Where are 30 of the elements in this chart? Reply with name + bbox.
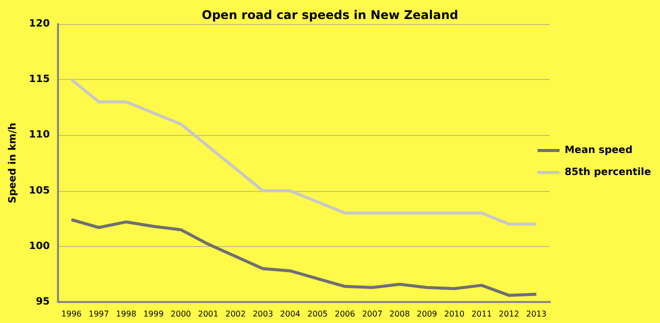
x-tick-label: 2006 xyxy=(334,310,356,318)
x-tick-label: 2010 xyxy=(444,310,464,318)
y-axis-title: Speed in km/h xyxy=(8,122,18,204)
x-tick-label: 2013 xyxy=(526,310,547,318)
x-tick-label: 2011 xyxy=(471,310,492,318)
y-tick-label: 100 xyxy=(28,240,50,252)
y-tick-label: 105 xyxy=(28,185,50,196)
y-tick-label: 120 xyxy=(28,18,50,30)
y-tick-label: 95 xyxy=(36,296,50,308)
x-tick-label: 2000 xyxy=(170,310,192,318)
x-tick-label: 1998 xyxy=(116,310,136,318)
x-tick-label: 2003 xyxy=(252,310,274,318)
x-tick-label: 2012 xyxy=(498,310,520,318)
y-tick-label: 110 xyxy=(28,130,50,141)
x-tick-label: 1999 xyxy=(143,310,164,318)
legend-label: 85th percentile xyxy=(564,167,652,178)
x-tick-label: 2002 xyxy=(225,310,246,318)
x-tick-label: 2004 xyxy=(280,310,300,318)
chart-title: Open road car speeds in New Zealand xyxy=(202,8,458,22)
line-series xyxy=(70,218,538,297)
line-series xyxy=(70,78,538,226)
x-tick-label: 2001 xyxy=(198,310,218,318)
x-tick-label: 1996 xyxy=(61,310,82,318)
x-tick-label: 2009 xyxy=(416,310,438,318)
x-tick-label: 1997 xyxy=(88,310,109,318)
x-tick-label: 2007 xyxy=(362,310,382,318)
x-tick-label: 2008 xyxy=(389,310,410,318)
legend-label: Mean speed xyxy=(564,145,633,156)
x-tick-label: 2005 xyxy=(307,310,328,318)
y-tick-label: 115 xyxy=(28,74,50,86)
